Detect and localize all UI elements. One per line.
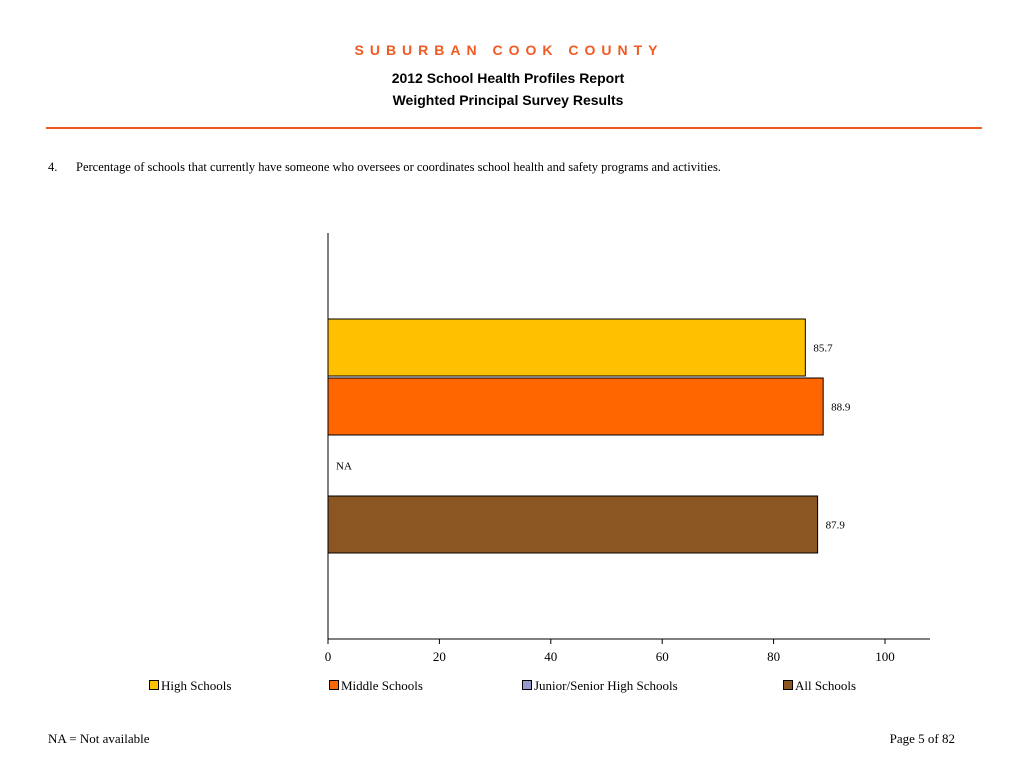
data-label-middle-schools: 88.9 (831, 402, 851, 414)
x-tick-label-80: 80 (767, 649, 780, 664)
legend-item-high-schools: High Schools (149, 678, 231, 694)
report-title: 2012 School Health Profiles Report (391, 70, 625, 86)
legend-item-all-schools: All Schools (783, 678, 856, 694)
x-tick-label-0: 0 (325, 649, 332, 664)
legend-swatch-junior-senior-high-schools (522, 680, 532, 690)
bar-high-schools (327, 318, 806, 377)
county-name: SUBURBAN COOK COUNTY (354, 42, 664, 58)
question: 4. Percentage of schools that currently h… (48, 160, 978, 175)
x-tick-label-100: 100 (875, 649, 895, 664)
x-tick-label-60: 60 (656, 649, 669, 664)
legend-swatch-high-schools (149, 680, 159, 690)
legend-label-high-schools: High Schools (161, 678, 232, 693)
data-label-junior-senior-high-schools: NA (336, 461, 352, 473)
legend-item-junior-senior-high-schools: Junior/Senior High Schools (522, 678, 678, 694)
header-divider (46, 127, 982, 129)
legend-swatch-middle-schools (329, 680, 339, 690)
chart-legend: High Schools Middle Schools Junior/Senio… (0, 678, 1024, 696)
report-subtitle: Weighted Principal Survey Results (392, 92, 624, 108)
legend-item-middle-schools: Middle Schools (329, 678, 423, 694)
legend-swatch-all-schools (783, 680, 793, 690)
legend-label-all-schools: All Schools (795, 678, 857, 693)
bar-all-schools (327, 495, 819, 554)
page-number: Page 5 of 82 (889, 731, 955, 746)
legend-label-middle-schools: Middle Schools (341, 678, 423, 693)
bar-middle-schools (327, 377, 824, 436)
data-label-all-schools: 87.9 (826, 520, 846, 532)
question-number: 4. (48, 160, 58, 174)
footnote: NA = Not available (48, 731, 150, 746)
x-tick-label-40: 40 (544, 649, 557, 664)
legend-label-junior-senior-high-schools: Junior/Senior High Schools (534, 678, 678, 693)
question-text: Percentage of schools that currently hav… (76, 160, 721, 174)
x-tick-label-20: 20 (433, 649, 446, 664)
data-label-high-schools: 85.7 (813, 343, 833, 355)
